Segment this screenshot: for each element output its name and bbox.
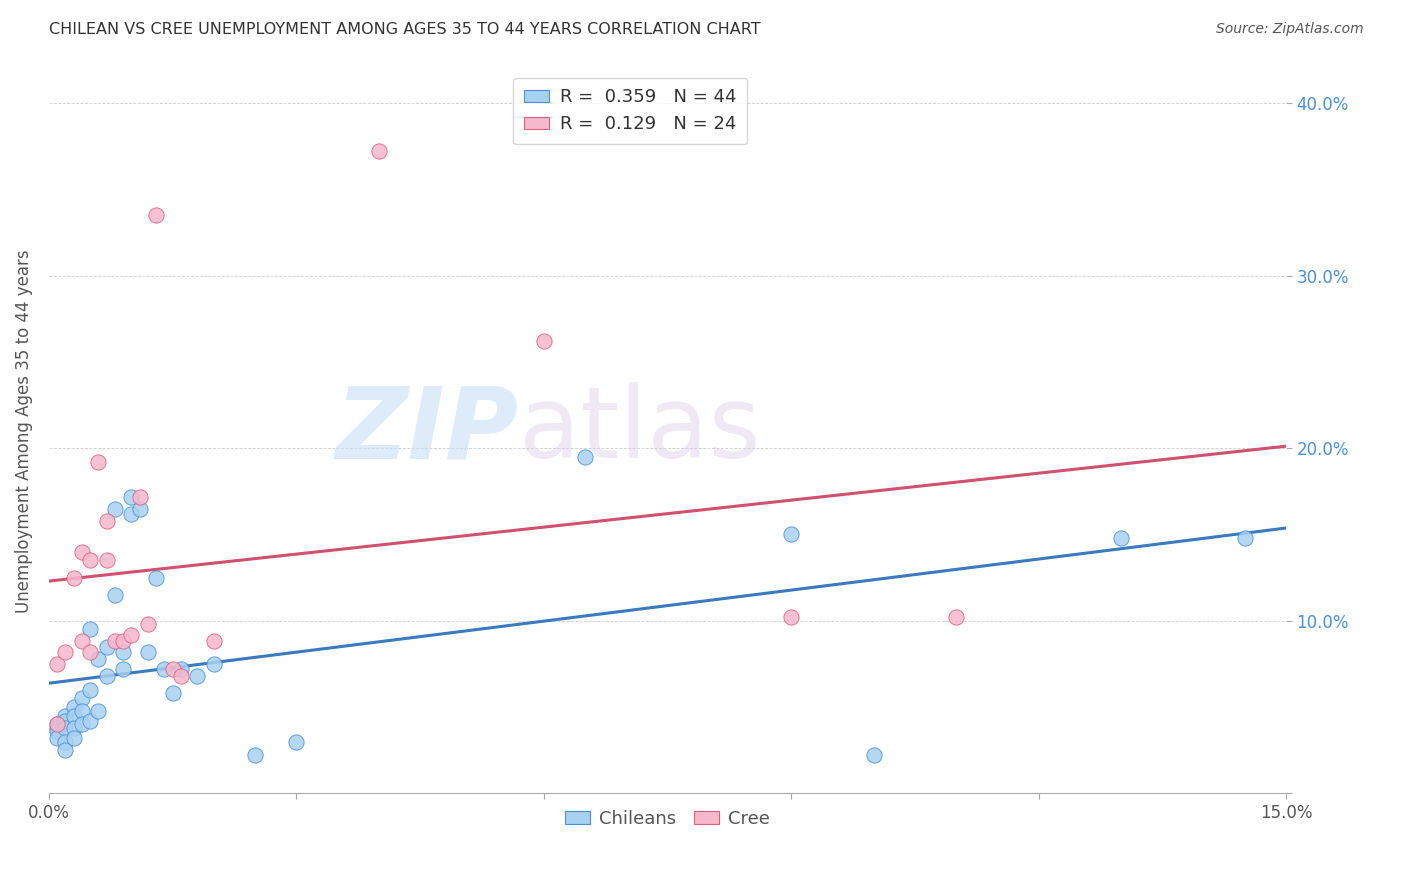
Point	[243, 748, 266, 763]
Legend: Chileans, Cree: Chileans, Cree	[557, 803, 778, 835]
Point	[120, 490, 142, 504]
Point	[62, 721, 84, 735]
Point	[87, 704, 110, 718]
Point	[104, 588, 127, 602]
Point	[862, 748, 884, 763]
Point	[170, 662, 193, 676]
Point	[112, 662, 135, 676]
Point	[46, 717, 69, 731]
Point	[780, 610, 803, 624]
Point	[79, 645, 101, 659]
Point	[1109, 531, 1132, 545]
Point	[55, 708, 77, 723]
Point	[574, 450, 596, 464]
Point	[202, 634, 225, 648]
Point	[104, 634, 127, 648]
Text: CHILEAN VS CREE UNEMPLOYMENT AMONG AGES 35 TO 44 YEARS CORRELATION CHART: CHILEAN VS CREE UNEMPLOYMENT AMONG AGES …	[49, 22, 761, 37]
Point	[945, 610, 967, 624]
Point	[87, 455, 110, 469]
Point	[96, 553, 118, 567]
Point	[79, 682, 101, 697]
Point	[145, 208, 167, 222]
Point	[46, 657, 69, 671]
Point	[70, 691, 93, 706]
Point	[104, 501, 127, 516]
Point	[96, 669, 118, 683]
Point	[533, 334, 555, 349]
Point	[62, 700, 84, 714]
Point	[96, 640, 118, 654]
Point	[55, 743, 77, 757]
Point	[79, 623, 101, 637]
Point	[70, 545, 93, 559]
Point	[780, 527, 803, 541]
Point	[367, 145, 389, 159]
Point	[55, 714, 77, 728]
Point	[96, 514, 118, 528]
Point	[87, 651, 110, 665]
Point	[70, 634, 93, 648]
Point	[55, 645, 77, 659]
Text: ZIP: ZIP	[336, 383, 519, 479]
Point	[170, 669, 193, 683]
Point	[62, 731, 84, 745]
Point	[70, 717, 93, 731]
Point	[128, 501, 150, 516]
Point	[1233, 531, 1256, 545]
Point	[136, 617, 159, 632]
Point	[120, 507, 142, 521]
Text: Source: ZipAtlas.com: Source: ZipAtlas.com	[1216, 22, 1364, 37]
Y-axis label: Unemployment Among Ages 35 to 44 years: Unemployment Among Ages 35 to 44 years	[15, 249, 32, 613]
Point	[79, 553, 101, 567]
Point	[46, 731, 69, 745]
Point	[46, 724, 69, 739]
Point	[55, 734, 77, 748]
Point	[79, 714, 101, 728]
Point	[128, 490, 150, 504]
Point	[112, 634, 135, 648]
Text: atlas: atlas	[519, 383, 761, 479]
Point	[46, 717, 69, 731]
Point	[162, 662, 184, 676]
Point	[285, 734, 308, 748]
Point	[186, 669, 208, 683]
Point	[62, 708, 84, 723]
Point	[112, 645, 135, 659]
Point	[136, 645, 159, 659]
Point	[46, 721, 69, 735]
Point	[70, 704, 93, 718]
Point	[145, 571, 167, 585]
Point	[202, 657, 225, 671]
Point	[62, 571, 84, 585]
Point	[55, 721, 77, 735]
Point	[162, 686, 184, 700]
Point	[120, 627, 142, 641]
Point	[153, 662, 176, 676]
